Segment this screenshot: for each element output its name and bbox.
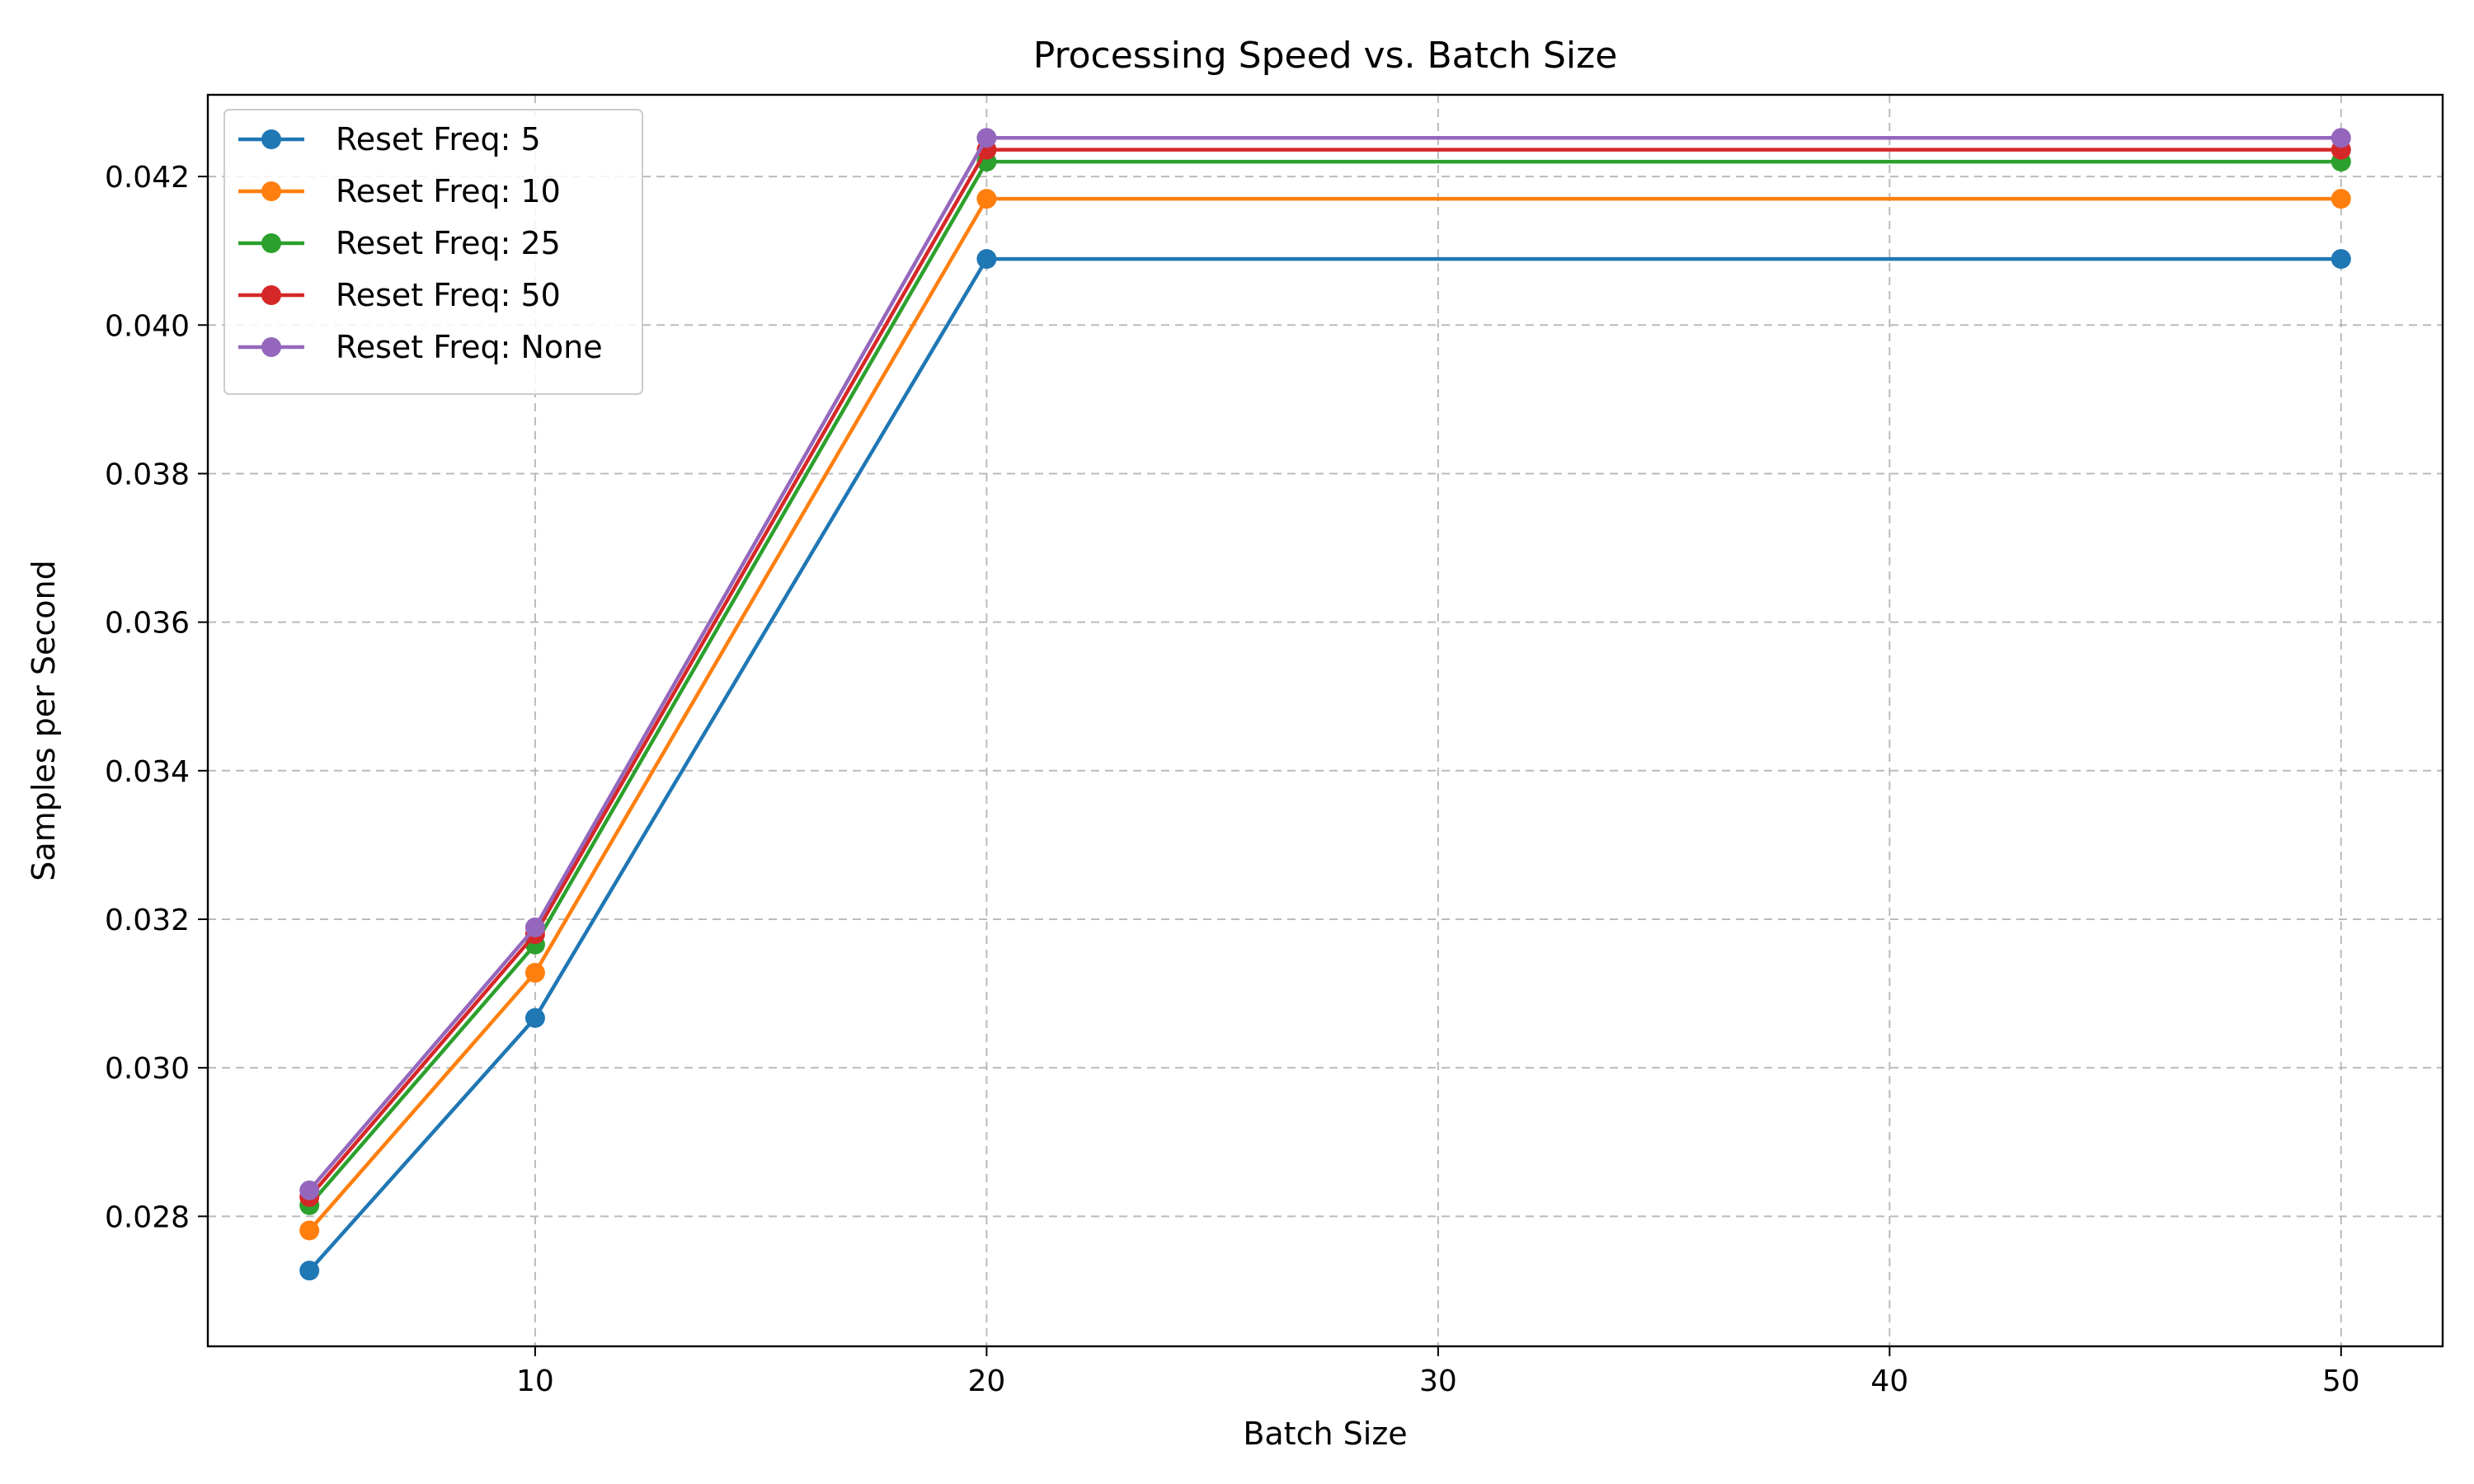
legend-item: Reset Freq: 10 [238, 173, 561, 209]
y-tick-label: 0.038 [105, 458, 190, 491]
legend-label: Reset Freq: None [336, 329, 603, 365]
y-tick-label: 0.032 [105, 904, 190, 937]
series-2 [299, 189, 2351, 1241]
legend-item: Reset Freq: None [238, 329, 603, 365]
legend-box [223, 109, 643, 395]
legend-marker [261, 337, 281, 357]
x-tick-label: 30 [1419, 1364, 1457, 1398]
x-tick-label: 40 [1870, 1364, 1908, 1398]
legend-label: Reset Freq: 50 [336, 277, 561, 313]
legend-label: Reset Freq: 5 [336, 121, 541, 157]
series-line [307, 159, 2344, 1208]
data-point [299, 1261, 320, 1281]
data-point [524, 1007, 545, 1028]
series-line [307, 256, 2344, 1273]
legend-marker [261, 129, 281, 149]
chart-title: Processing Speed vs. Batch Size [1033, 35, 1618, 77]
legend: Reset Freq: 5 Reset Freq: 10 Reset Freq: 2… [223, 109, 643, 395]
y-tick-label: 0.036 [105, 607, 190, 641]
series-line [307, 196, 2344, 1233]
y-tick-label: 0.028 [105, 1200, 190, 1234]
y-axis-label: Samples per Second [26, 560, 62, 881]
data-point [2331, 249, 2351, 270]
data-point [524, 962, 545, 983]
y-tick-label: 0.042 [105, 161, 190, 195]
data-point [2331, 189, 2351, 209]
x-tick-label: 20 [967, 1364, 1005, 1398]
legend-item: Reset Freq: 50 [238, 277, 561, 313]
data-point [299, 1220, 320, 1241]
legend-item: Reset Freq: 25 [238, 225, 561, 261]
y-tick-label: 0.040 [105, 309, 190, 343]
data-point [2331, 128, 2351, 148]
series-layer [299, 128, 2351, 1281]
plot-area-frame [206, 93, 2444, 1348]
x-tick-label: 10 [516, 1364, 554, 1398]
legend-label: Reset Freq: 25 [336, 225, 561, 261]
data-point [299, 1180, 320, 1200]
series-line [307, 136, 2344, 1193]
series-line [307, 148, 2344, 1200]
x-axis-label: Batch Size [1243, 1416, 1407, 1452]
legend-marker [261, 181, 281, 201]
y-tick-label: 0.030 [105, 1052, 190, 1086]
series-5 [299, 128, 2351, 1200]
data-point [976, 249, 997, 270]
legend-marker [261, 285, 281, 305]
series-1 [299, 249, 2351, 1281]
y-tick-label: 0.034 [105, 755, 190, 789]
legend-label: Reset Freq: 10 [336, 173, 561, 209]
legend-marker [261, 233, 281, 253]
data-point [524, 917, 545, 937]
data-point [976, 189, 997, 209]
data-point [976, 128, 997, 148]
x-tick-label: 50 [2322, 1364, 2360, 1398]
legend-item: Reset Freq: 5 [238, 121, 541, 157]
x-axis-ticks: 10 20 30 40 50 [516, 1346, 2360, 1398]
y-axis-ticks: 0.028 0.030 0.032 0.034 0.036 0.038 0.040 0.042 [105, 161, 208, 1234]
